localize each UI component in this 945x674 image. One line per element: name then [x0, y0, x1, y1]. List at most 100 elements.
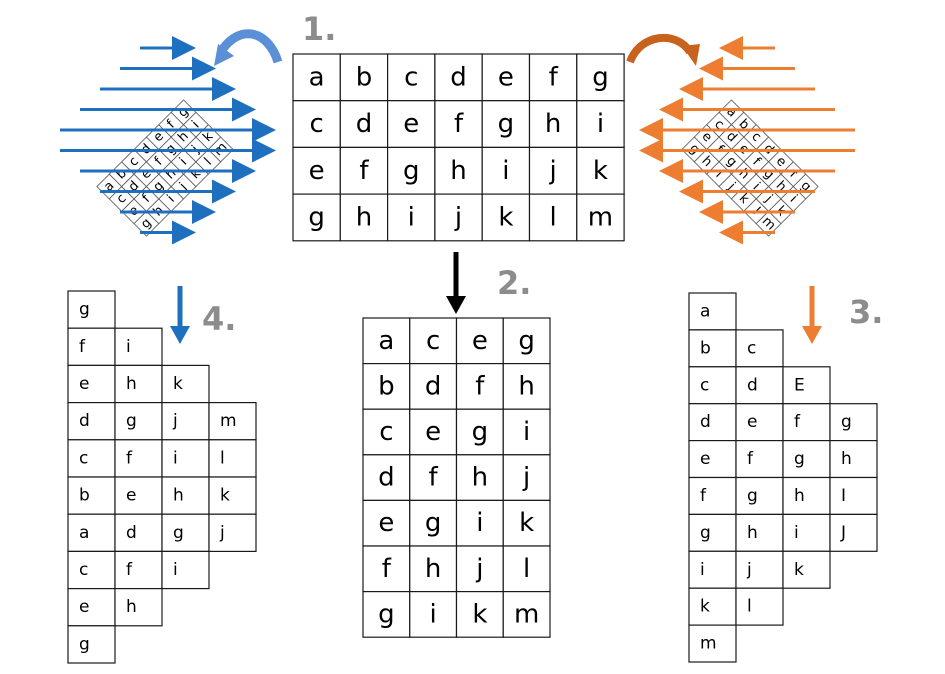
- diagonal-right-grid-letter: i: [700, 560, 705, 580]
- step-2-label: 2.: [497, 264, 531, 302]
- original-grid-cell: l: [528, 193, 578, 242]
- original-grid-letter: d: [356, 109, 373, 139]
- original-grid-cell: c: [292, 100, 341, 148]
- transposed-grid-letter: d: [378, 463, 395, 493]
- transposed-grid-cell: e: [455, 317, 504, 365]
- diagonal-right-grid-cell: g: [735, 476, 784, 516]
- transposed-grid-cell: i: [455, 499, 504, 547]
- diagonal-right-grid-letter: f: [700, 486, 707, 506]
- original-grid-letter: i: [408, 202, 415, 232]
- original-grid-cell: g: [576, 53, 625, 102]
- diagonal-left-grid-letter: h: [126, 597, 137, 617]
- diagonal-left-grid-letter: l: [220, 448, 225, 468]
- diagonal-left-grid-letter: c: [79, 560, 88, 580]
- original-grid-letter: k: [498, 202, 513, 232]
- original-grid-letter: j: [549, 156, 557, 186]
- diagonal-right-grid-cell: c: [735, 329, 784, 368]
- diagonal-right-grid-letter: g: [747, 486, 758, 506]
- transposed-grid-cell: g: [409, 499, 458, 547]
- transposed-grid-cell: c: [362, 408, 411, 456]
- original-grid-letter: c: [310, 109, 324, 139]
- original-grid-cell: c: [387, 53, 436, 102]
- original-grid-letter: g: [592, 62, 609, 92]
- diagonal-left-grid-cell: i: [161, 439, 210, 478]
- diagonal-right-grid-letter: k: [794, 560, 804, 580]
- diagonal-right-grid-letter: h: [794, 486, 805, 506]
- original-grid-letter: e: [498, 62, 514, 92]
- diagonal-right-grid-cell: i: [782, 513, 831, 552]
- transposed-grid-letter: j: [522, 463, 530, 493]
- diagonal-left-grid-letter: i: [173, 448, 178, 468]
- diagonal-right-grid-letter: g: [794, 449, 805, 469]
- original-grid-cell: b: [339, 53, 389, 102]
- original-grid-letter: i: [502, 156, 509, 186]
- transposed-grid-letter: h: [472, 463, 488, 493]
- original-grid-cell: g: [292, 193, 341, 242]
- transposed-grid-cell: d: [409, 363, 458, 410]
- diagonal-right-grid-cell: e: [735, 403, 784, 442]
- original-grid-cell: g: [387, 146, 436, 195]
- diagonal-right-grid-letter: g: [841, 412, 852, 432]
- original-grid-cell: i: [387, 193, 436, 242]
- down-arrow-step4-head-icon: [170, 326, 190, 344]
- diagonal-left-grid-cell: e: [67, 587, 116, 627]
- original-grid-cell: f: [434, 100, 483, 148]
- diagonal-left-grid-letter: g: [173, 523, 184, 543]
- transposed-grid-letter: g: [472, 417, 489, 447]
- diagonal-left-grid-letter: c: [79, 448, 88, 468]
- diagonal-left-grid-letter: e: [79, 374, 89, 394]
- transposed-grid-cell: h: [409, 545, 458, 593]
- transposed-grid-letter: g: [518, 326, 535, 356]
- diagonal-right-grid-cell: d: [688, 403, 737, 442]
- diagonal-left-grid-letter: f: [126, 448, 133, 468]
- diagonal-left-grid-letter: f: [126, 560, 133, 580]
- original-grid-cell: h: [434, 146, 483, 195]
- diagonal-left-grid-letter: b: [79, 486, 90, 506]
- diagonal-right-grid-cell: k: [782, 550, 831, 589]
- diagonal-right-grid-cell: h: [782, 476, 831, 516]
- diagonal-left-grid-cell: f: [67, 327, 116, 367]
- transposed-grid-letter: i: [476, 508, 483, 538]
- transposed-grid-cell: f: [455, 363, 504, 410]
- transposed-grid-letter: e: [425, 417, 441, 447]
- original-grid-letter: m: [588, 202, 613, 232]
- transposed-grid-letter: f: [429, 463, 439, 493]
- original-grid-letter: f: [454, 109, 464, 139]
- diagonal-right-grid-letter: I: [841, 486, 846, 506]
- diagonal-right-grid-cell: h: [829, 440, 878, 479]
- diagonal-right-grid-letter: e: [747, 412, 757, 432]
- rotated-grid-cell: m: [755, 210, 782, 237]
- diagonal-left-grid-cell: h: [114, 364, 163, 404]
- transposed-grid-letter: m: [514, 599, 539, 629]
- original-grid-cell: f: [339, 146, 389, 195]
- transposed-grid-letter: e: [472, 326, 488, 356]
- step-4-label: 4.: [202, 300, 236, 338]
- diagonal-right-grid-letter: h: [841, 449, 852, 469]
- transposed-grid-cell: g: [455, 408, 504, 456]
- diagonal-right-grid-letter: b: [700, 338, 711, 358]
- original-grid-cell: f: [528, 53, 578, 102]
- diagonal-right-grid-cell: j: [735, 550, 784, 589]
- transposed-grid-cell: h: [455, 454, 504, 501]
- transposed-grid-letter: f: [475, 371, 485, 401]
- transposed-grid-letter: g: [425, 508, 442, 538]
- step-1-label: 1.: [302, 10, 336, 48]
- diagonal-right-grid-letter: c: [700, 375, 709, 395]
- transposed-grid-letter: k: [472, 599, 487, 629]
- original-grid-letter: h: [450, 156, 466, 186]
- original-grid: a b c d e f gc d e f g h ie f g h i j kg h i j k l m: [292, 53, 625, 242]
- original-grid-letter: l: [550, 202, 557, 232]
- diagonal-right-grid-cell: i: [688, 550, 737, 589]
- diagonal-left-grid-cell: g: [67, 290, 116, 329]
- diagonal-right-grid-letter: f: [747, 449, 754, 469]
- diagonal-right-grid-cell: I: [829, 476, 878, 516]
- diagonal-left-grid-letter: e: [79, 597, 89, 617]
- transposed-grid-letter: e: [378, 508, 394, 538]
- diagonal-left-grid-cell: j: [161, 402, 210, 441]
- down-arrow-step2-head-icon: [446, 296, 466, 314]
- diagonal-right-grid-letter: E: [794, 375, 805, 395]
- transposed-grid: a c e gb d f hc e g id f h je g i kf h j lg i k m: [362, 317, 551, 638]
- diagonal-left-grid-letter: f: [79, 337, 86, 357]
- diagonal-left-grid-cell: d: [67, 402, 116, 441]
